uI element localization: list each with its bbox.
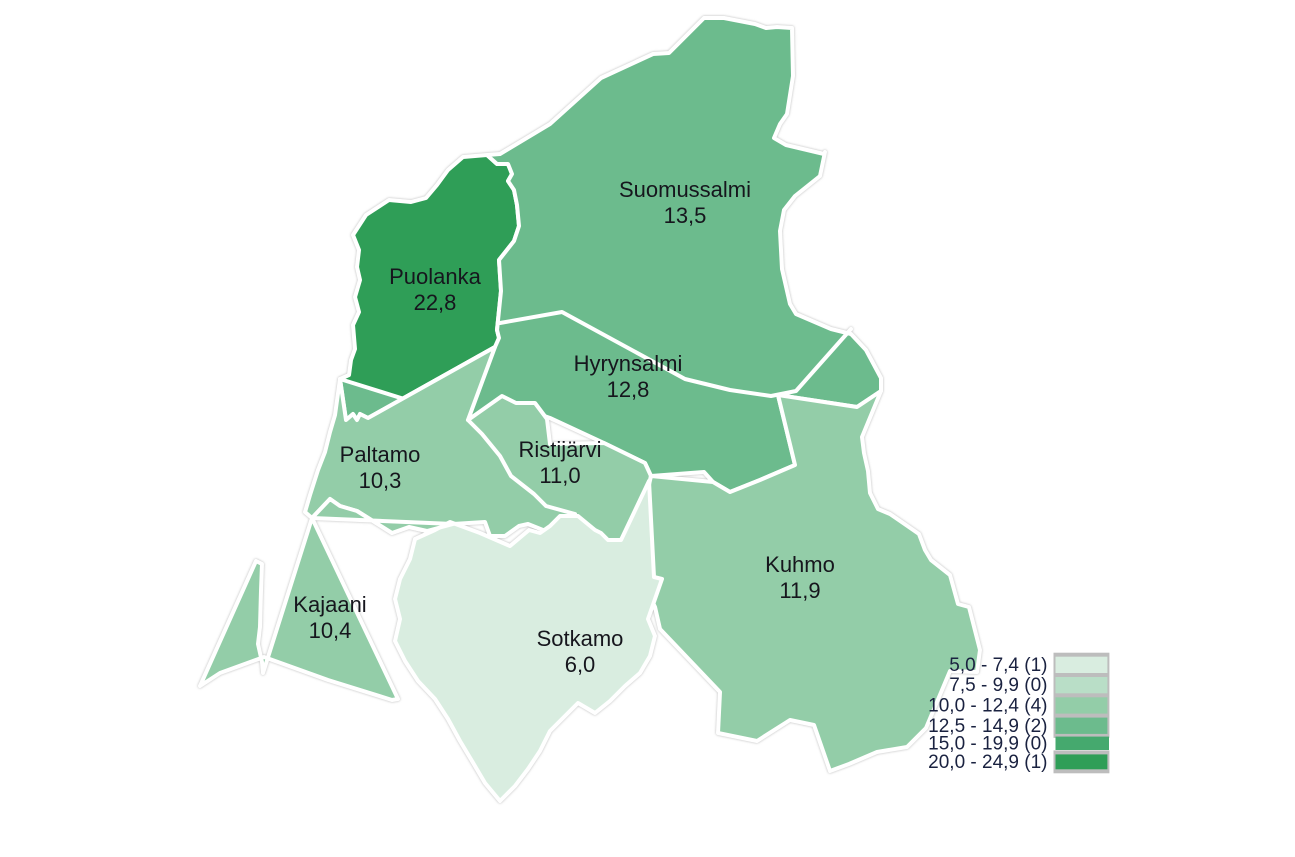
svg-text:11,0: 11,0 [539,463,580,488]
svg-text:5,0 - 7,4 (1): 5,0 - 7,4 (1) [949,655,1047,676]
svg-text:6,0: 6,0 [565,652,596,677]
svg-text:7,5 - 9,9 (0): 7,5 - 9,9 (0) [949,675,1047,696]
svg-text:11,9: 11,9 [779,578,820,603]
svg-text:Kuhmo: Kuhmo [765,552,835,577]
svg-text:Kajaani: Kajaani [293,592,366,617]
svg-text:12,8: 12,8 [607,377,650,402]
svg-text:Sotkamo: Sotkamo [537,626,624,651]
svg-text:22,8: 22,8 [414,290,457,315]
svg-text:10,4: 10,4 [309,618,352,643]
svg-text:13,5: 13,5 [664,203,707,228]
svg-text:Suomussalmi: Suomussalmi [619,177,751,202]
svg-text:10,0 - 12,4 (4): 10,0 - 12,4 (4) [928,695,1047,716]
svg-text:Paltamo: Paltamo [340,442,421,467]
svg-text:Ristijärvi: Ristijärvi [518,437,601,462]
svg-text:20,0 - 24,9 (1): 20,0 - 24,9 (1) [928,752,1047,773]
svg-text:10,3: 10,3 [359,468,402,493]
svg-text:Hyrynsalmi: Hyrynsalmi [574,351,683,376]
svg-text:Puolanka: Puolanka [389,264,482,289]
